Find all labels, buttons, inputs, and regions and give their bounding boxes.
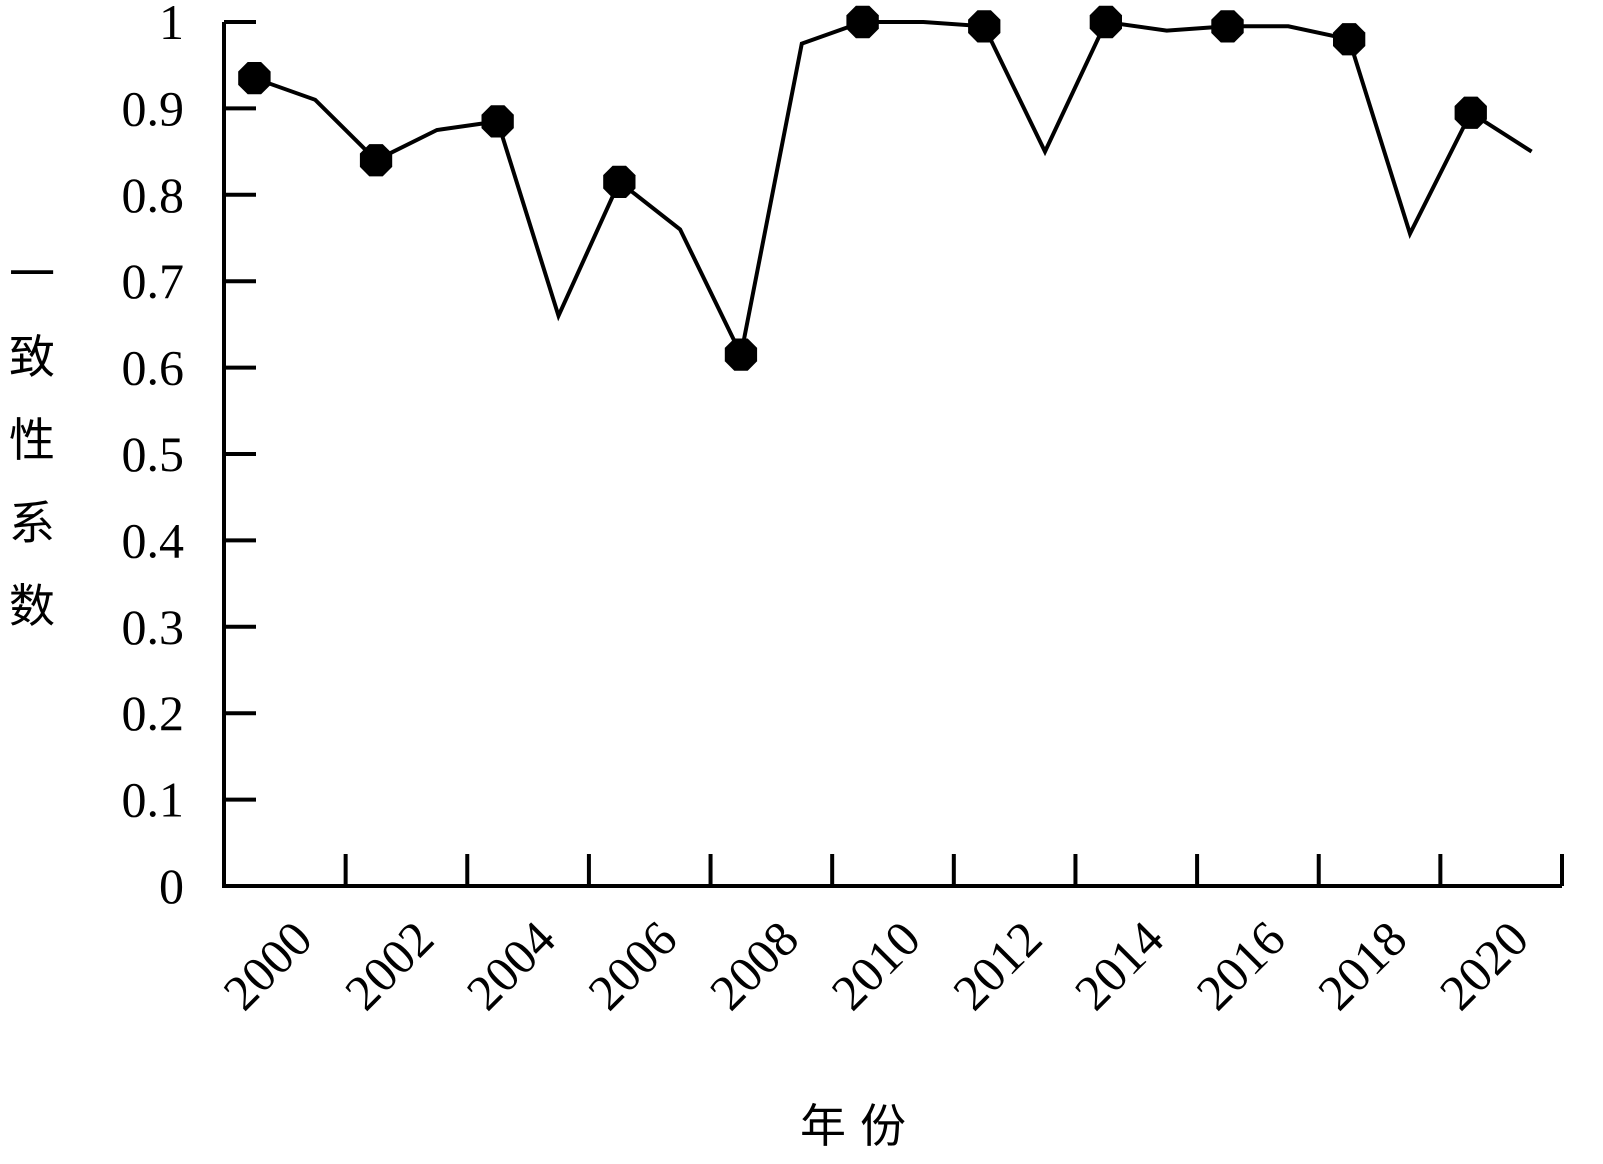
y-tick-label: 0 (159, 858, 184, 914)
x-tick-label: 2018 (1307, 910, 1417, 1020)
axes (222, 22, 1562, 888)
series-polyline (253, 19, 1533, 361)
y-tick-label: 0.6 (122, 340, 185, 396)
x-tick-label: 2010 (820, 910, 930, 1020)
series-line (253, 19, 1533, 361)
data-point (846, 5, 879, 39)
y-tick-label: 0.1 (122, 772, 185, 828)
x-tick-label: 2000 (212, 910, 322, 1020)
data-point (1211, 10, 1244, 43)
data-point (603, 165, 636, 198)
data-point (1333, 23, 1366, 56)
x-tick-label: 2006 (577, 910, 687, 1020)
series-points (238, 5, 1487, 371)
data-point (1454, 96, 1487, 129)
x-tick-label: 2002 (334, 910, 444, 1020)
data-point (724, 338, 758, 371)
y-tick-label: 0.2 (122, 685, 185, 741)
x-axis-title: 年份 (800, 1099, 920, 1153)
y-axis-ticks: 0 0.1 0.2 0.3 0.4 0.5 0.6 0.7 0.8 0.9 1 (122, 0, 256, 914)
x-axis-ticks: 2000 2002 2004 2006 2008 2010 2012 2014 2016 2018… (212, 854, 1564, 1020)
y-tick-label: 0.3 (122, 599, 185, 655)
x-tick-label: 2016 (1185, 910, 1295, 1020)
y-axis-title-char: 系 (9, 496, 55, 550)
x-tick-label: 2012 (942, 910, 1052, 1020)
x-tick-label: 2014 (1064, 910, 1174, 1020)
data-point (359, 144, 393, 177)
y-tick-label: 0.9 (122, 80, 185, 136)
data-point (968, 10, 1001, 43)
data-point (238, 62, 271, 95)
x-tick-label: 2004 (456, 910, 566, 1020)
data-point (481, 105, 514, 138)
y-tick-label: 0.4 (122, 512, 185, 568)
y-axis-title-char: 一 (9, 247, 55, 301)
x-tick-label: 2008 (699, 910, 809, 1020)
y-axis-title-char: 性 (9, 413, 55, 467)
y-tick-label: 0.7 (122, 253, 185, 309)
data-point (1089, 5, 1122, 39)
y-tick-label: 1 (159, 0, 184, 50)
y-tick-label: 0.8 (122, 167, 185, 223)
y-axis-title-char: 数 (9, 579, 55, 633)
y-tick-label: 0.5 (122, 426, 185, 482)
x-tick-label: 2020 (1429, 910, 1539, 1020)
y-axis-title-char: 致 (9, 330, 55, 384)
